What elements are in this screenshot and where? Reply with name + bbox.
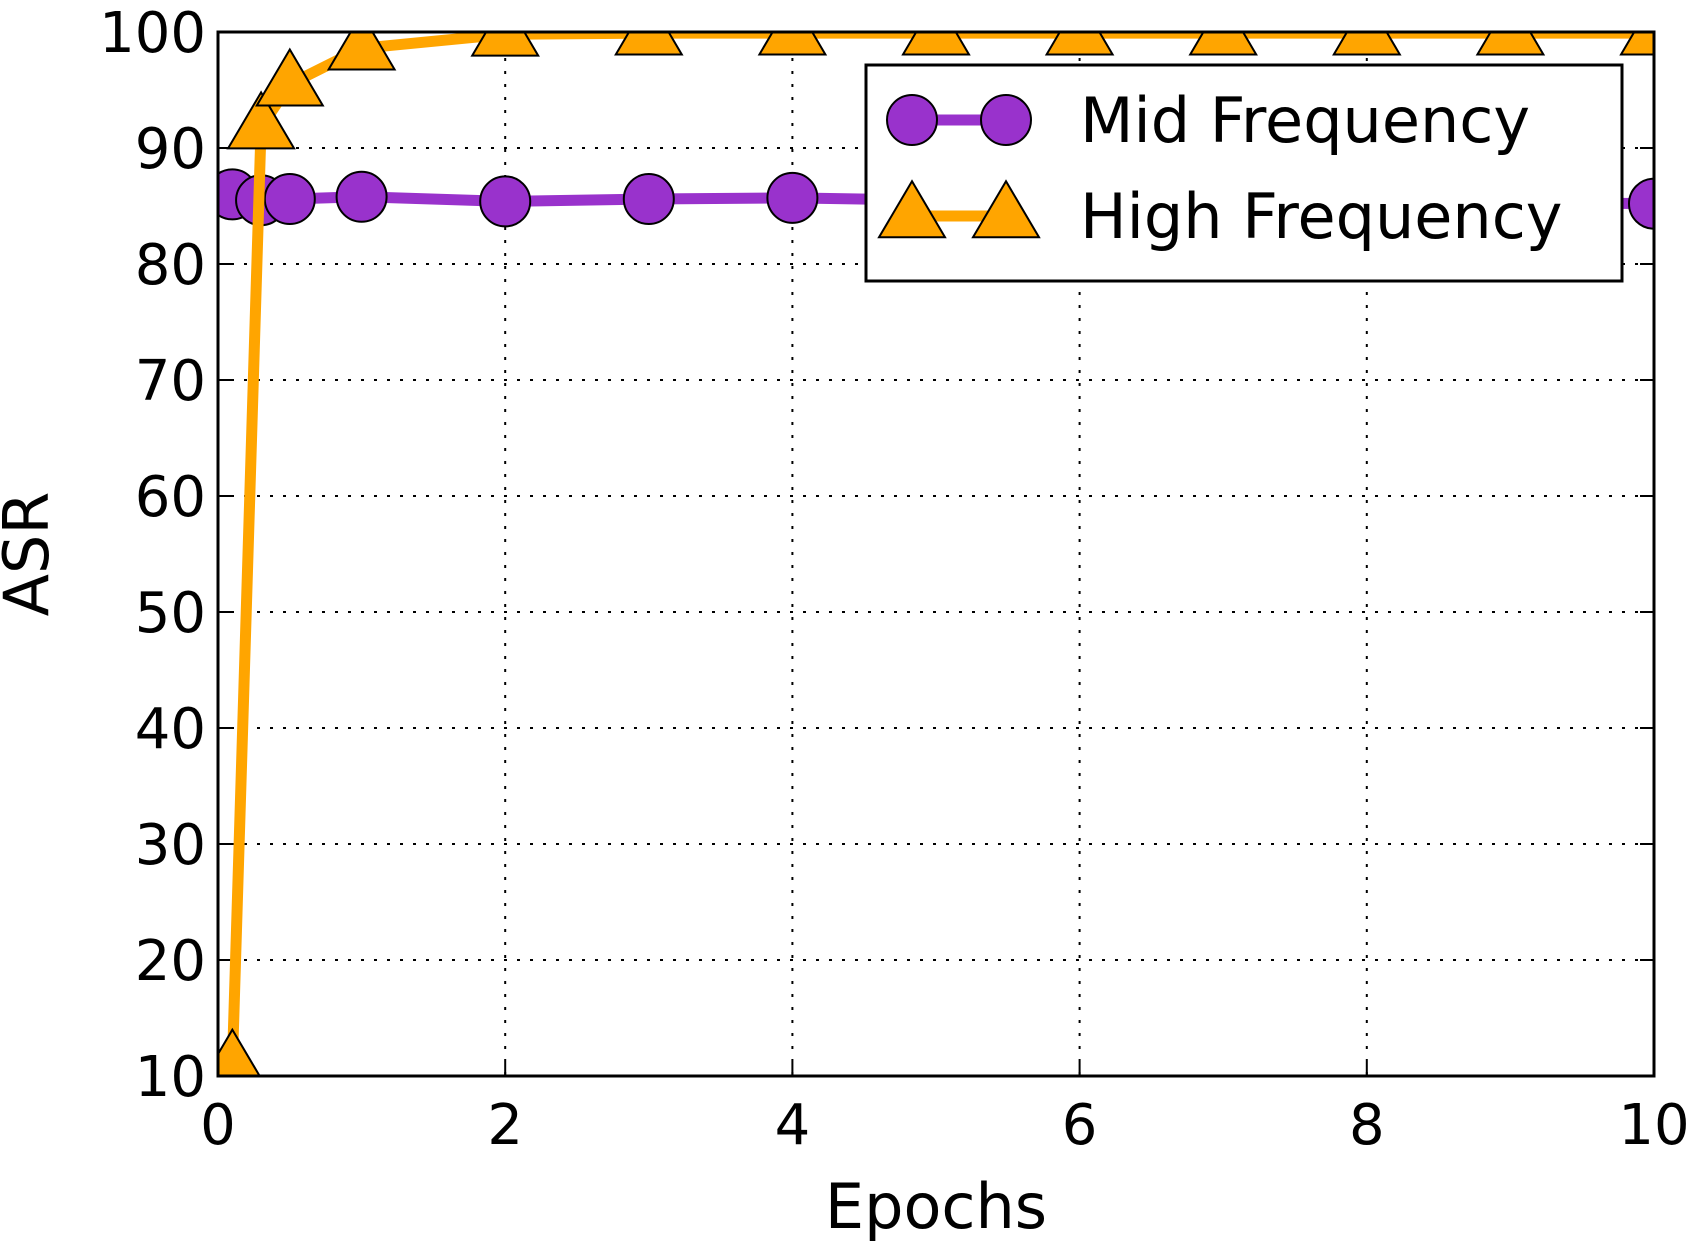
legend-label-high-frequency: High Frequency — [1080, 180, 1563, 253]
legend: Mid Frequency High Frequency — [864, 63, 1624, 283]
data-point-triangle — [614, 32, 684, 56]
x-tick-label: 8 — [1349, 1093, 1385, 1158]
data-point-circle — [766, 171, 819, 224]
data-point-circle — [479, 175, 532, 228]
axis-ticks: 0 2 4 6 8 10 10 20 30 40 50 60 70 80 90 100 — [99, 1, 1690, 1158]
data-point-triangle — [1332, 32, 1402, 56]
data-point-circle — [335, 170, 388, 223]
y-tick-label: 40 — [135, 697, 206, 762]
y-tick-label: 80 — [135, 233, 206, 298]
data-point-triangle — [1475, 32, 1546, 56]
y-tick-label: 50 — [135, 581, 206, 646]
x-tick-label: 0 — [200, 1093, 236, 1158]
y-tick-label: 100 — [99, 1, 206, 66]
legend-label-mid-frequency: Mid Frequency — [1080, 84, 1530, 157]
data-point-triangle — [470, 32, 540, 57]
y-tick-label: 10 — [135, 1045, 206, 1110]
data-point-triangle — [1619, 32, 1654, 56]
x-tick-label: 4 — [775, 1093, 811, 1158]
x-tick-label: 10 — [1618, 1093, 1689, 1158]
data-point-circle — [263, 173, 316, 226]
x-tick-label: 2 — [487, 1093, 523, 1158]
data-point-triangle — [901, 32, 971, 56]
y-tick-label: 30 — [135, 813, 206, 878]
data-point-triangle — [1188, 32, 1258, 56]
legend-marker — [980, 94, 1032, 146]
data-point-triangle — [226, 90, 296, 150]
data-point-circle — [1628, 177, 1654, 230]
y-tick-label: 20 — [135, 929, 206, 994]
plot-frame — [216, 30, 1656, 1078]
y-tick-label: 90 — [135, 117, 206, 182]
data-point-triangle — [218, 1027, 261, 1076]
legend-marker — [971, 179, 1041, 239]
x-tick-label: 6 — [1062, 1093, 1098, 1158]
y-tick-label: 60 — [135, 465, 206, 530]
data-point-triangle — [255, 47, 325, 107]
data-point-triangle — [757, 32, 828, 56]
x-axis-label: Epochs — [825, 1170, 1047, 1242]
legend-entry-high-frequency: High Frequency — [877, 179, 1563, 253]
legend-marker — [886, 94, 938, 146]
data-point-triangle — [1044, 32, 1115, 56]
y-axis-label: ASR — [0, 492, 63, 617]
legend-entry-mid-frequency: Mid Frequency — [886, 84, 1530, 157]
legend-marker — [877, 179, 947, 239]
data-point-circle — [622, 173, 675, 226]
data-point-triangle — [326, 32, 397, 71]
y-tick-label: 70 — [135, 349, 206, 414]
